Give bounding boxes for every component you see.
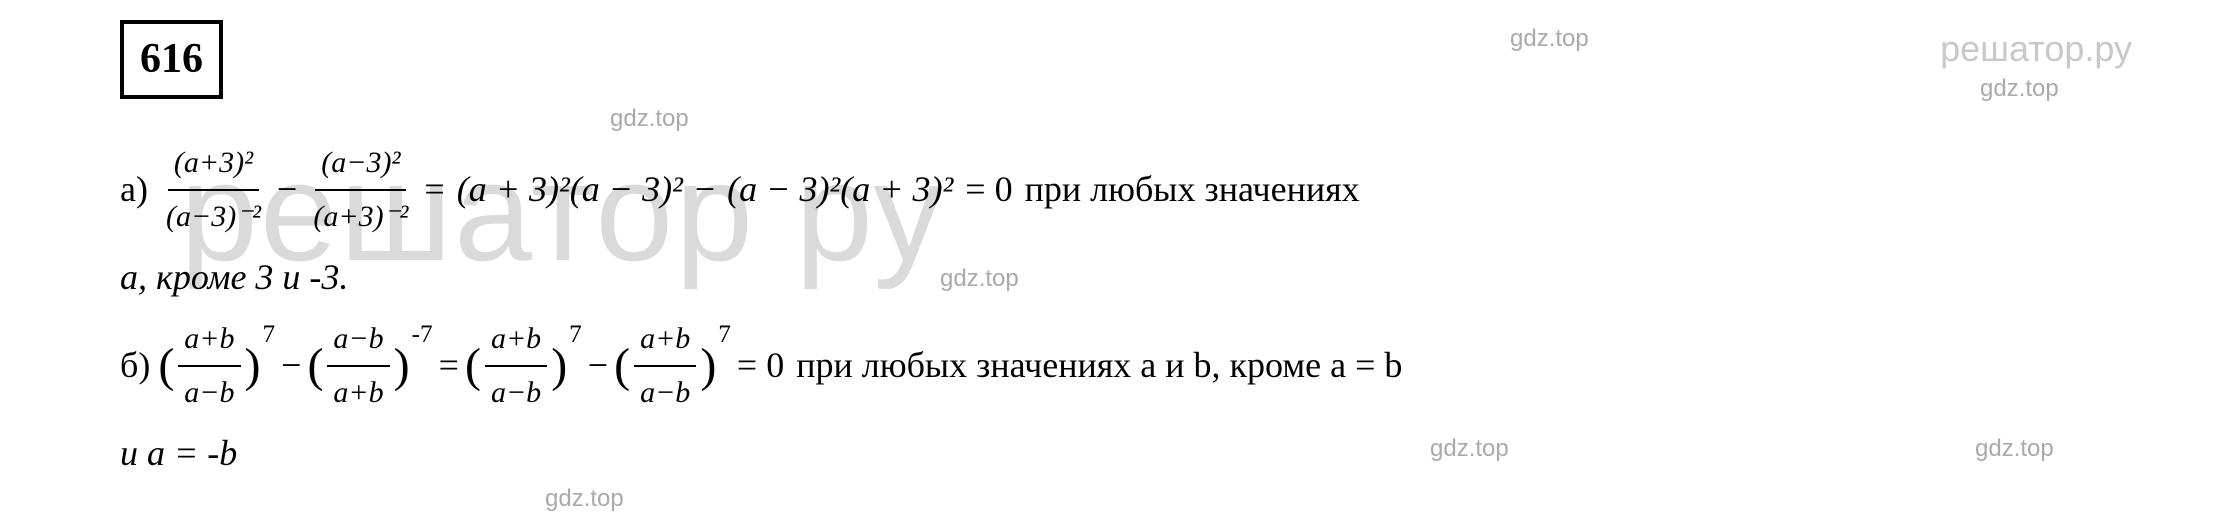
part-a-line1: а) (a+3)² (a−3)⁻² − (a−3)² (a+3)⁻² = (a … <box>120 139 2102 241</box>
expr-a1: (a + 3)²(a − 3)² <box>457 161 683 219</box>
frac-a1-den: (a−3)⁻² <box>160 191 267 241</box>
rparen-b4: ) <box>700 347 716 385</box>
part-b-line1: б) ( a+b a−b ) 7 − ( a−b a+b ) -7 <box>120 315 2102 417</box>
fraction-a1: (a+3)² (a−3)⁻² <box>160 139 267 241</box>
part-b-label: б) <box>120 337 150 395</box>
result-b: = 0 <box>737 337 784 395</box>
text-b1: при любых значениях a и b, кроме a = b <box>796 337 1402 395</box>
text-a2: a, кроме 3 и -3. <box>120 249 348 307</box>
group-b1: ( a+b a−b ) 7 <box>158 315 275 417</box>
lparen-b2: ( <box>307 347 323 385</box>
lparen-b3: ( <box>465 347 481 385</box>
group-b2: ( a−b a+b ) -7 <box>307 315 432 417</box>
frac-b4-den: a−b <box>634 367 696 417</box>
lparen-b1: ( <box>158 347 174 385</box>
expr-a2: (a − 3)²(a + 3)² <box>727 161 953 219</box>
fraction-a2: (a−3)² (a+3)⁻² <box>307 139 414 241</box>
group-b4: ( a+b a−b ) 7 <box>614 315 731 417</box>
part-b-line2: и a = -b <box>120 425 2102 483</box>
fraction-b2: a−b a+b <box>327 315 389 417</box>
group-b3: ( a+b a−b ) 7 <box>465 315 582 417</box>
frac-a2-den: (a+3)⁻² <box>307 191 414 241</box>
fraction-b4: a+b a−b <box>634 315 696 417</box>
frac-a1-num: (a+3)² <box>168 139 259 191</box>
exp-b3: 7 <box>569 315 582 355</box>
frac-b3-den: a−b <box>485 367 547 417</box>
minus-b1: − <box>281 337 301 395</box>
small-watermark-4: gdz.top <box>545 480 624 518</box>
result-a: = 0 <box>965 161 1012 219</box>
frac-a2-num: (a−3)² <box>315 139 406 191</box>
exp-b2: -7 <box>412 315 433 355</box>
part-a-line2: a, кроме 3 и -3. <box>120 249 2102 307</box>
exp-b4: 7 <box>718 315 731 355</box>
content-body: а) (a+3)² (a−3)⁻² − (a−3)² (a+3)⁻² = (a … <box>120 139 2102 482</box>
problem-number: 616 <box>120 20 223 99</box>
frac-b1-den: a−b <box>178 367 240 417</box>
frac-b1-num: a+b <box>178 315 240 367</box>
part-a-label: а) <box>120 161 148 219</box>
rparen-b1: ) <box>245 347 261 385</box>
frac-b3-num: a+b <box>485 315 547 367</box>
text-a1: при любых значениях <box>1025 161 1360 219</box>
minus-a2: − <box>695 161 715 219</box>
minus-a1: − <box>277 161 297 219</box>
rparen-b2: ) <box>394 347 410 385</box>
minus-b2: − <box>588 337 608 395</box>
fraction-b3: a+b a−b <box>485 315 547 417</box>
text-b2: и a = -b <box>120 425 237 483</box>
exp-b1: 7 <box>263 315 276 355</box>
frac-b2-den: a+b <box>327 367 389 417</box>
rparen-b3: ) <box>551 347 567 385</box>
fraction-b1: a+b a−b <box>178 315 240 417</box>
frac-b4-num: a+b <box>634 315 696 367</box>
main-content: 616 а) (a+3)² (a−3)⁻² − (a−3)² (a+3)⁻² =… <box>120 20 2102 482</box>
equals-b1: = <box>439 337 459 395</box>
equals-a1: = <box>424 161 444 219</box>
frac-b2-num: a−b <box>327 315 389 367</box>
lparen-b4: ( <box>614 347 630 385</box>
